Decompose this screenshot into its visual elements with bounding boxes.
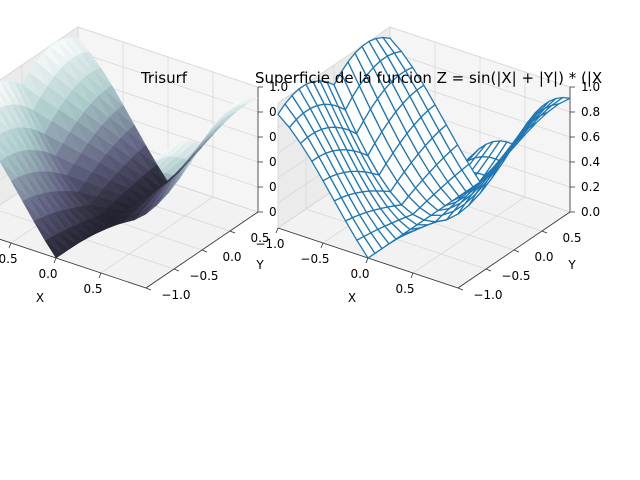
back-gridline (389, 51, 571, 113)
tick-mark (8, 242, 12, 249)
tick-mark (485, 268, 492, 272)
back-gridline (77, 26, 259, 88)
tick-mark (201, 249, 208, 253)
x-axis-label: X (348, 291, 356, 305)
tick-mark (541, 230, 548, 234)
trisurf-axes: −1.0−0.50.00.5−1.0−0.50.00.50.00.20.40.6… (0, 26, 288, 305)
z-tick-label: 0.8 (581, 105, 600, 119)
z-tick-label: 1.0 (269, 80, 288, 94)
tick-mark (53, 257, 57, 264)
tick-mark (513, 249, 520, 253)
x-tick-label: −0.5 (300, 252, 329, 266)
surface-triangle (0, 130, 3, 135)
wireframe-cell (382, 36, 402, 54)
y-tick-label: −1.0 (161, 288, 190, 302)
y-axis-label: Y (255, 258, 264, 272)
y-tick-label: 0.0 (222, 250, 241, 264)
z-tick-label: 0.6 (581, 130, 600, 144)
x-tick-label: −1.0 (255, 237, 284, 251)
z-tick-label: 0.4 (581, 155, 600, 169)
tick-mark (275, 227, 279, 234)
z-tick-label: 1.0 (581, 80, 600, 94)
left-gridline (0, 26, 79, 81)
x-tick-label: −0.5 (0, 252, 18, 266)
y-tick-label: −0.5 (501, 269, 530, 283)
back-gridline (77, 51, 259, 113)
x-tick-label: 0.5 (395, 282, 414, 296)
tick-mark (365, 257, 369, 264)
surface-triangle (70, 37, 90, 52)
tick-mark (145, 287, 152, 291)
x-tick-label: 0.5 (83, 282, 102, 296)
trisurf-title: Trisurf (140, 69, 188, 87)
z-tick-label: 0.0 (581, 205, 600, 219)
tick-mark (173, 268, 180, 272)
y-tick-label: −0.5 (189, 269, 218, 283)
tick-mark (320, 242, 324, 249)
floor-gridline (100, 196, 214, 274)
y-tick-label: 0.5 (562, 231, 581, 245)
x-tick-label: 0.0 (350, 267, 369, 281)
x-tick-label: 0.0 (38, 267, 57, 281)
tick-mark (410, 272, 414, 279)
y-axis-label: Y (567, 258, 576, 272)
y-tick-label: 0.0 (534, 250, 553, 264)
y-tick-label: −1.0 (473, 288, 502, 302)
z-tick-label: 0.2 (581, 180, 600, 194)
tick-mark (457, 287, 464, 291)
surface-triangle (0, 100, 6, 108)
wireframe-axes: −1.0−0.50.00.5 −1.0−0.50.00.50.00.20.40.6… (255, 26, 600, 305)
wireframe-title: Superficie de la funcion Z = sin(|X| + |… (255, 69, 602, 87)
floor-gridline (412, 196, 526, 274)
x-axis-label: X (36, 291, 44, 305)
surface-triangle (0, 151, 8, 162)
tick-mark (98, 272, 102, 279)
y-tick-label: 0.5 (250, 231, 269, 245)
tick-mark (229, 230, 236, 234)
back-gridline (389, 26, 571, 88)
